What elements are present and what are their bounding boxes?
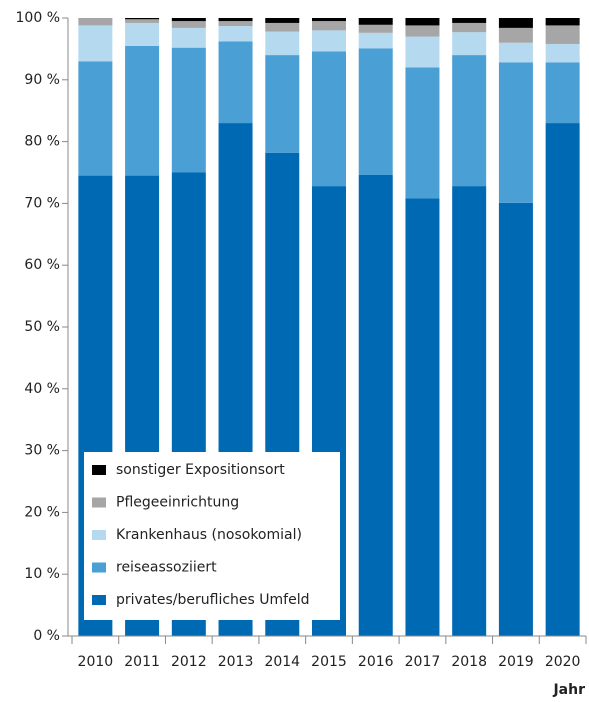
y-tick-label: 20 % xyxy=(24,504,60,520)
bar-segment xyxy=(125,45,160,176)
bar-segment xyxy=(265,31,300,56)
y-tick-label: 80 % xyxy=(24,134,60,150)
x-tick-label: 2014 xyxy=(264,654,300,670)
bar-segment xyxy=(498,202,533,637)
bar-segment xyxy=(405,67,440,199)
bar-segment xyxy=(405,198,440,636)
bar-segment xyxy=(452,22,487,33)
bar-segment xyxy=(498,42,533,63)
bar-segment xyxy=(358,18,393,25)
bar-segment xyxy=(358,24,393,33)
y-tick-label: 70 % xyxy=(24,195,60,211)
x-tick-label: 2013 xyxy=(218,654,254,670)
bar-segment xyxy=(358,32,393,49)
bar-segment xyxy=(545,62,580,124)
bar-segment xyxy=(125,19,160,23)
bar-segment xyxy=(498,62,533,203)
bar-segment xyxy=(125,18,160,20)
x-tick-label: 2010 xyxy=(78,654,114,670)
y-tick-label: 30 % xyxy=(24,443,60,459)
bar-segment xyxy=(171,21,206,28)
bar-segment xyxy=(312,21,346,31)
legend-label: privates/berufliches Umfeld xyxy=(116,592,309,608)
x-tick-label: 2012 xyxy=(171,654,207,670)
x-axis-label: Jahr xyxy=(552,682,585,698)
bar-segment xyxy=(265,22,300,32)
y-tick-label: 40 % xyxy=(24,381,60,397)
bar-segment xyxy=(452,55,487,187)
bar-segment xyxy=(452,18,487,23)
legend-swatch xyxy=(92,595,106,605)
bar-segment xyxy=(125,22,160,46)
bar-segment xyxy=(452,186,487,636)
legend-box xyxy=(84,452,340,620)
x-tick-label: 2011 xyxy=(124,654,160,670)
bar-segment xyxy=(405,36,440,68)
y-tick-label: 60 % xyxy=(24,257,60,273)
bar-segment xyxy=(218,18,253,22)
y-tick-label: 10 % xyxy=(24,566,60,582)
bar-segment xyxy=(78,18,113,26)
x-tick-label: 2020 xyxy=(545,654,581,670)
x-tick-label: 2015 xyxy=(311,654,347,670)
bar-segment xyxy=(545,18,580,26)
bar-segment xyxy=(218,21,253,27)
legend-label: sonstiger Expositionsort xyxy=(116,462,285,478)
bar-segment xyxy=(405,25,440,37)
y-tick-label: 100 % xyxy=(16,10,60,26)
legend-swatch xyxy=(92,530,106,540)
x-tick-label: 2016 xyxy=(358,654,394,670)
legend-swatch xyxy=(92,562,106,573)
y-tick-label: 50 % xyxy=(24,319,60,335)
legend-label: reiseassoziiert xyxy=(116,560,217,576)
bar-segment xyxy=(545,25,580,44)
bar-segment xyxy=(312,51,346,187)
bar-segment xyxy=(218,26,253,42)
bar-segment xyxy=(405,18,440,26)
x-tick-label: 2019 xyxy=(498,654,534,670)
legend-label: Pflegeeinrichtung xyxy=(116,495,239,511)
bar-segment xyxy=(545,43,580,63)
bar-segment xyxy=(78,25,113,62)
bar-segment xyxy=(358,174,393,637)
legend-swatch xyxy=(92,465,106,475)
legend-swatch xyxy=(92,497,106,508)
bar-segment xyxy=(498,27,533,43)
bar-segment xyxy=(265,55,300,153)
bar-segment xyxy=(218,41,253,124)
bar-segment xyxy=(312,18,346,22)
bar-segment xyxy=(312,30,346,52)
bar-segment xyxy=(265,18,300,23)
y-tick-label: 90 % xyxy=(24,72,60,88)
bar-segment xyxy=(358,48,393,175)
legend-label: Krankenhaus (nosokomial) xyxy=(116,527,302,543)
bar-segment xyxy=(171,47,206,173)
x-tick-label: 2018 xyxy=(451,654,487,670)
bar-segment xyxy=(78,61,113,176)
bar-segment xyxy=(498,18,533,28)
y-tick-label: 0 % xyxy=(33,628,60,644)
x-tick-label: 2017 xyxy=(405,654,441,670)
bar-segment xyxy=(171,27,206,48)
bar-segment xyxy=(452,32,487,56)
bar-segment xyxy=(545,123,580,636)
bar-segment xyxy=(171,18,206,22)
